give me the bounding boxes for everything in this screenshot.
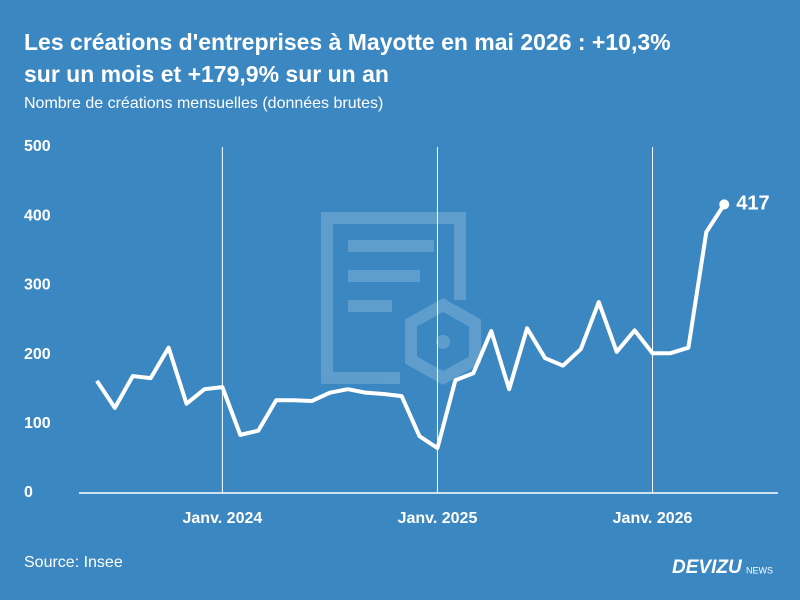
y-tick-label: 0 — [24, 484, 33, 501]
line — [95, 203, 726, 451]
y-tick-label: 100 — [24, 415, 51, 432]
watermark — [321, 212, 481, 385]
brand-suffix: NEWS — [746, 565, 773, 575]
end-point — [719, 199, 730, 210]
chart-title: sur un mois et +179,9% sur un an — [24, 61, 389, 87]
source: Source: Insee — [24, 554, 123, 571]
x-tick-label: Janv. 2025 — [398, 510, 478, 527]
brand: DEVIZU — [672, 557, 743, 578]
x-tick-label: Janv. 2024 — [183, 510, 263, 527]
chart-subtitle: Nombre de créations mensuelles (données … — [24, 95, 383, 112]
x-tick-label: Janv. 2026 — [613, 510, 693, 527]
y-tick-label: 500 — [24, 138, 51, 155]
chart-title: Les créations d'entreprises à Mayotte en… — [24, 29, 671, 55]
y-tick-label: 400 — [24, 207, 51, 224]
y-tick-label: 300 — [24, 277, 51, 294]
end-label: 417 — [736, 193, 769, 215]
y-tick-label: 200 — [24, 346, 51, 363]
